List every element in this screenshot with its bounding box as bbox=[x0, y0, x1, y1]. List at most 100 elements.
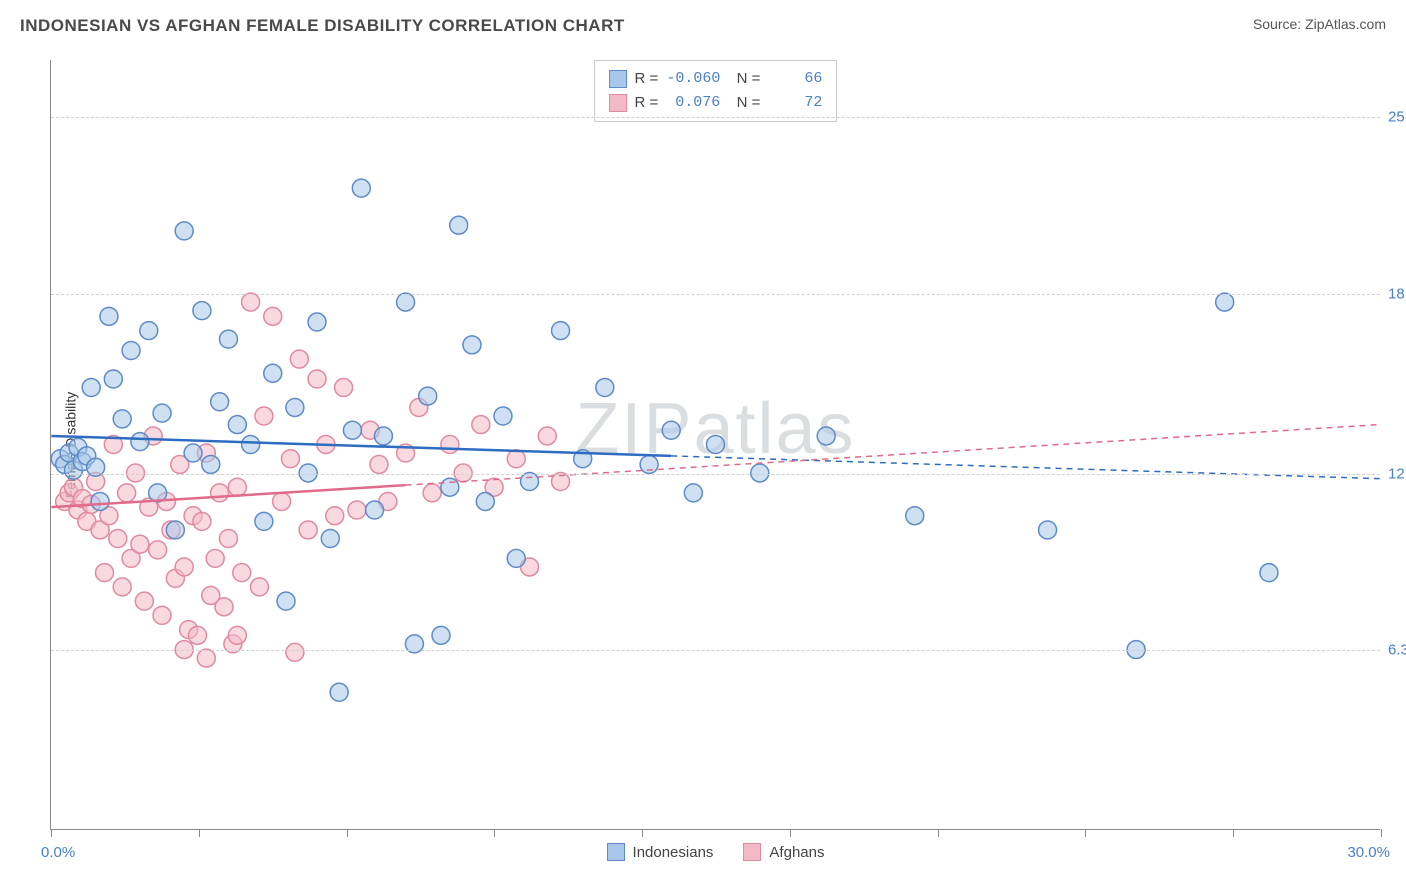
legend-indonesians: Indonesians bbox=[607, 843, 714, 861]
stats-box: R = -0.060 N = 66 R = 0.076 N = 72 bbox=[594, 60, 838, 122]
data-point bbox=[113, 578, 131, 596]
x-tick bbox=[494, 829, 495, 837]
data-point bbox=[366, 501, 384, 519]
data-point bbox=[507, 549, 525, 567]
data-point bbox=[184, 444, 202, 462]
data-point bbox=[476, 492, 494, 510]
data-point bbox=[233, 564, 251, 582]
data-point bbox=[370, 455, 388, 473]
x-tick bbox=[199, 829, 200, 837]
data-point bbox=[255, 512, 273, 530]
data-point bbox=[175, 222, 193, 240]
data-point bbox=[215, 598, 233, 616]
data-point bbox=[662, 421, 680, 439]
x-tick bbox=[1085, 829, 1086, 837]
data-point bbox=[507, 450, 525, 468]
data-point bbox=[211, 484, 229, 502]
data-point bbox=[494, 407, 512, 425]
data-point bbox=[135, 592, 153, 610]
x-tick bbox=[790, 829, 791, 837]
data-point bbox=[281, 450, 299, 468]
data-point bbox=[197, 649, 215, 667]
source-attribution: Source: ZipAtlas.com bbox=[1253, 16, 1386, 32]
x-tick bbox=[938, 829, 939, 837]
data-point bbox=[521, 473, 539, 491]
data-point bbox=[348, 501, 366, 519]
data-point bbox=[299, 521, 317, 539]
data-point bbox=[326, 507, 344, 525]
data-point bbox=[1039, 521, 1057, 539]
data-point bbox=[273, 492, 291, 510]
data-point bbox=[193, 512, 211, 530]
data-point bbox=[131, 535, 149, 553]
data-point bbox=[286, 643, 304, 661]
data-point bbox=[175, 558, 193, 576]
bottom-legend: Indonesians Afghans bbox=[607, 843, 825, 861]
data-point bbox=[335, 379, 353, 397]
stat-row-afghans: R = 0.076 N = 72 bbox=[609, 91, 823, 115]
data-point bbox=[264, 364, 282, 382]
data-point bbox=[419, 387, 437, 405]
x-tick bbox=[347, 829, 348, 837]
data-point bbox=[228, 416, 246, 434]
data-point bbox=[242, 436, 260, 454]
legend-swatch-afghans bbox=[743, 843, 761, 861]
data-point bbox=[140, 322, 158, 340]
trend-line-dashed bbox=[671, 456, 1379, 479]
data-point bbox=[330, 683, 348, 701]
data-point bbox=[188, 626, 206, 644]
data-point bbox=[1260, 564, 1278, 582]
x-tick bbox=[1381, 829, 1382, 837]
data-point bbox=[432, 626, 450, 644]
data-point bbox=[100, 307, 118, 325]
data-point bbox=[193, 302, 211, 320]
swatch-afghans bbox=[609, 94, 627, 112]
data-point bbox=[82, 379, 100, 397]
data-point bbox=[228, 626, 246, 644]
r-value-afghans: 0.076 bbox=[666, 91, 720, 115]
data-point bbox=[352, 179, 370, 197]
data-point bbox=[286, 398, 304, 416]
data-point bbox=[113, 410, 131, 428]
gridline bbox=[51, 294, 1380, 295]
chart-svg bbox=[51, 60, 1380, 829]
data-point bbox=[321, 530, 339, 548]
swatch-indonesians bbox=[609, 70, 627, 88]
x-tick bbox=[1233, 829, 1234, 837]
y-tick-label: 6.3% bbox=[1388, 642, 1406, 659]
data-point bbox=[1216, 293, 1234, 311]
x-tick bbox=[642, 829, 643, 837]
data-point bbox=[290, 350, 308, 368]
data-point bbox=[149, 541, 167, 559]
data-point bbox=[228, 478, 246, 496]
gridline bbox=[51, 650, 1380, 651]
data-point bbox=[219, 330, 237, 348]
data-point bbox=[441, 436, 459, 454]
data-point bbox=[250, 578, 268, 596]
data-point bbox=[472, 416, 490, 434]
y-tick-label: 25.0% bbox=[1388, 109, 1406, 126]
data-point bbox=[450, 216, 468, 234]
data-point bbox=[277, 592, 295, 610]
data-point bbox=[96, 564, 114, 582]
data-point bbox=[397, 293, 415, 311]
data-point bbox=[219, 530, 237, 548]
data-point bbox=[423, 484, 441, 502]
data-point bbox=[374, 427, 392, 445]
x-min-label: 0.0% bbox=[41, 844, 75, 861]
data-point bbox=[242, 293, 260, 311]
data-point bbox=[552, 322, 570, 340]
legend-afghans: Afghans bbox=[743, 843, 824, 861]
legend-swatch-indonesians bbox=[607, 843, 625, 861]
x-max-label: 30.0% bbox=[1347, 844, 1390, 861]
data-point bbox=[264, 307, 282, 325]
data-point bbox=[211, 393, 229, 411]
stat-row-indonesians: R = -0.060 N = 66 bbox=[609, 67, 823, 91]
data-point bbox=[104, 370, 122, 388]
data-point bbox=[166, 521, 184, 539]
data-point bbox=[596, 379, 614, 397]
data-point bbox=[109, 530, 127, 548]
data-point bbox=[308, 313, 326, 331]
data-point bbox=[153, 404, 171, 422]
data-point bbox=[308, 370, 326, 388]
